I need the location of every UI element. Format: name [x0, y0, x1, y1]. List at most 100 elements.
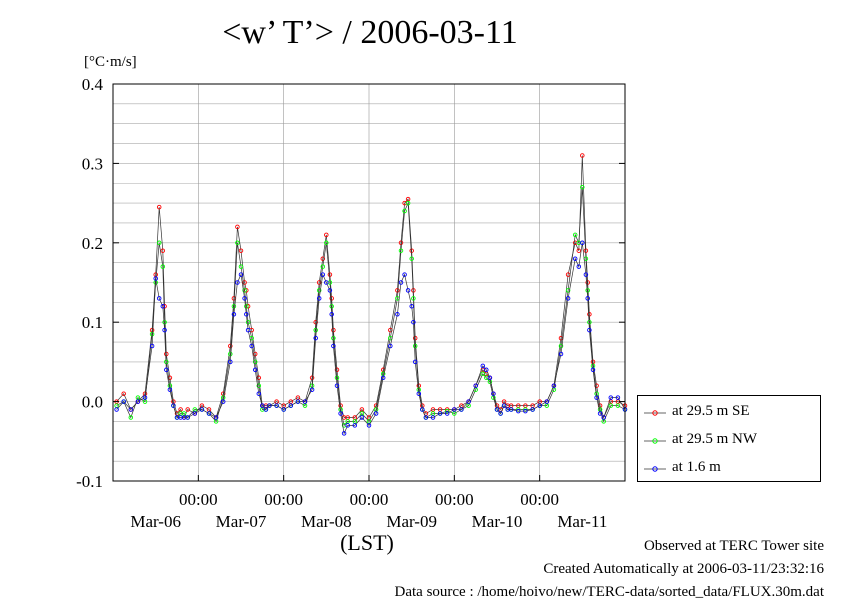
data-point [309, 375, 315, 381]
data-point [411, 296, 416, 301]
data-point [128, 415, 134, 420]
data-point [153, 276, 158, 281]
data-point [494, 407, 500, 412]
data-point [121, 399, 126, 404]
data-point [366, 423, 372, 428]
data-point [576, 264, 582, 269]
data-point [256, 375, 262, 381]
data-point [480, 371, 486, 377]
data-point [320, 264, 326, 269]
legend: at 29.5 m SE at 29.5 m NW at 1.6 m [637, 395, 821, 482]
data-point [162, 319, 167, 325]
data-point [324, 240, 329, 246]
data-point [583, 272, 589, 277]
data-point [162, 327, 167, 333]
data-point [551, 383, 557, 388]
data-point [142, 395, 148, 400]
data-point [156, 240, 162, 246]
data-point [231, 304, 237, 309]
data-point [423, 415, 429, 420]
data-point [252, 359, 258, 365]
chart-title: <w’ T’> / 2006-03-11 [222, 14, 518, 51]
data-point [341, 431, 347, 436]
data-point [405, 200, 411, 206]
footer-created: Created Automatically at 2006-03-11/23:3… [543, 561, 824, 577]
data-point [245, 319, 251, 325]
data-point [206, 411, 212, 416]
data-point [295, 399, 301, 404]
data-point [398, 248, 404, 253]
axis-layer: -0.1 0.0 0.1 0.2 0.3 0.4 00:00 00:00 00:00 00:00 0… [76, 75, 625, 531]
data-point [235, 280, 240, 285]
data-point [585, 288, 590, 293]
series-1 [114, 184, 628, 428]
data-point [411, 319, 416, 325]
data-point [228, 351, 233, 357]
data-point [121, 391, 126, 396]
data-point [228, 343, 233, 349]
data-point [324, 280, 329, 285]
data-point [302, 399, 308, 404]
data-point [405, 288, 411, 293]
data-point [516, 408, 521, 414]
data-point [320, 272, 326, 277]
data-point [498, 411, 503, 416]
x-axis-label: (LST) [340, 530, 394, 555]
legend-item-nw: at 29.5 m NW [644, 430, 757, 448]
data-point [114, 403, 119, 408]
data-point [409, 304, 414, 309]
data-point [590, 367, 596, 373]
data-point [185, 407, 190, 412]
data-point [388, 343, 393, 349]
x-tick-time-label: 00:00 [264, 490, 303, 509]
data-point [398, 280, 404, 285]
data-point [572, 232, 578, 238]
data-point [263, 407, 269, 412]
data-point [242, 296, 247, 301]
data-point [128, 407, 134, 412]
data-point [416, 391, 422, 396]
x-tick-time-label: 00:00 [435, 490, 474, 509]
data-point [192, 411, 198, 416]
data-point [329, 304, 334, 309]
data-point [352, 423, 358, 428]
footer: Observed at TERC Tower site Created Auto… [395, 535, 825, 604]
data-point [256, 383, 262, 388]
data-point [309, 387, 315, 392]
data-point [274, 403, 279, 408]
data-point [565, 296, 571, 301]
data-point [256, 391, 262, 396]
data-point [615, 403, 621, 408]
data-point [199, 407, 205, 412]
y-tick-label: 0.0 [82, 393, 103, 412]
data-point [338, 411, 343, 416]
data-point [235, 224, 240, 230]
data-point [156, 204, 162, 210]
data-point [160, 304, 166, 309]
data-point [487, 375, 493, 381]
data-point [242, 280, 247, 285]
data-point [327, 272, 333, 277]
x-tick-date-label: Mar-09 [386, 512, 437, 531]
data-point [329, 312, 334, 317]
legend-swatch-1-6m [644, 462, 666, 472]
legend-swatch-se [644, 406, 666, 416]
data-point [402, 272, 407, 277]
data-point [252, 351, 258, 357]
data-point [345, 423, 350, 428]
data-point [597, 411, 603, 416]
data-point [288, 403, 294, 408]
data-point [480, 363, 486, 369]
data-point [580, 240, 585, 246]
x-tick-date-label: Mar-10 [472, 512, 523, 531]
data-point [491, 391, 496, 396]
data-point [412, 343, 418, 349]
x-tick-date-label: Mar-06 [130, 512, 181, 531]
data-point [327, 288, 333, 293]
data-point [238, 264, 244, 269]
data-point [244, 304, 249, 309]
data-point [334, 383, 340, 388]
data-point [558, 351, 564, 357]
data-point [238, 272, 244, 277]
